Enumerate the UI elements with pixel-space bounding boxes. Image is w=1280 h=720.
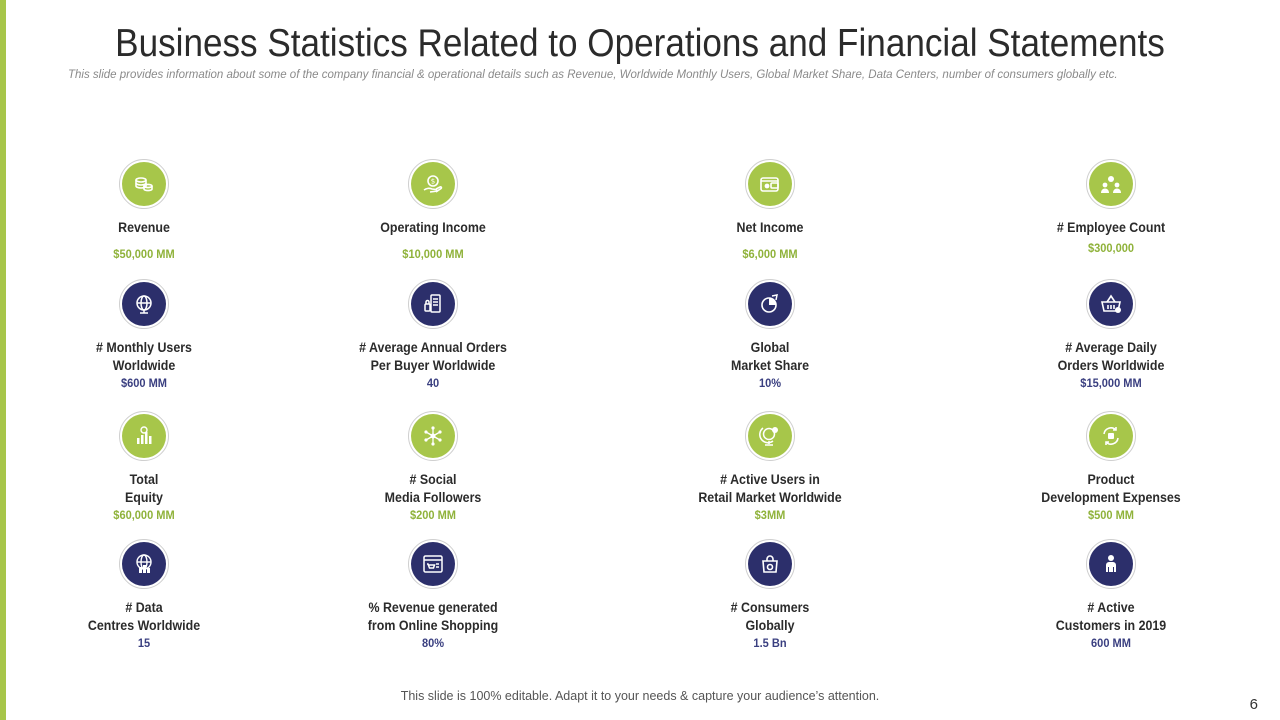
stat-label: # Consumers Globally [730, 600, 810, 633]
icon-badge [1086, 279, 1136, 329]
stat-label: # Data Centres Worldwide [87, 600, 201, 633]
stat-value: $6,000 MM [742, 247, 798, 261]
stat-value: $10,000 MM [402, 247, 464, 261]
stat-annual-orders: # Average Annual Orders Per Buyer Worldwi… [293, 279, 573, 391]
network-icon [424, 426, 442, 446]
stat-value: 40 [426, 376, 440, 390]
stat-label: # Social Media Followers [384, 472, 482, 505]
globe-stand-icon [759, 427, 778, 446]
bar-chart-icon [137, 426, 152, 444]
stat-revenue: Revenue $50,000 MM [4, 159, 284, 262]
stat-value: $200 MM [409, 508, 457, 522]
stat-label: Total Equity [125, 472, 163, 505]
shopping-bag-icon [762, 555, 778, 573]
stat-value: 1.5 Bn [753, 636, 787, 650]
stat-label: Product Development Expenses [1041, 472, 1181, 505]
browser-cart-icon [423, 555, 443, 573]
stat-employee-count: # Employee Count $300,000 [971, 159, 1251, 256]
stat-label: # Active Users in Retail Market Worldwide [698, 472, 842, 505]
coins-icon [135, 177, 153, 192]
icon-badge [119, 539, 169, 589]
icon-badge [408, 539, 458, 589]
stat-value: 600 MM [1091, 636, 1131, 650]
icon-badge [1086, 159, 1136, 209]
icon-badge [408, 411, 458, 461]
stat-value: $3MM [754, 508, 786, 522]
stat-daily-orders: # Average Daily Orders Worldwide $15,000 … [971, 279, 1251, 391]
stat-value: $600 MM [120, 376, 168, 390]
footer-note: This slide is 100% editable. Adapt it to… [400, 689, 880, 703]
cycle-icon [1103, 427, 1119, 445]
page-subtitle: This slide provides information about so… [68, 69, 1118, 81]
stat-net-income: Net Income $6,000 MM [630, 159, 910, 262]
stat-global-market-share: Global Market Share 10% [630, 279, 910, 391]
icon-badge [119, 411, 169, 461]
icon-badge [745, 411, 795, 461]
stat-consumers-globally: # Consumers Globally 1.5 Bn [630, 539, 910, 651]
pie-chart-icon [761, 294, 778, 313]
stat-label: Net Income [736, 220, 804, 235]
stat-operating-income: $ Operating Income $10,000 MM [293, 159, 573, 262]
stat-value: $500 MM [1087, 508, 1135, 522]
icon-badge: $ [408, 159, 458, 209]
user-icon [1106, 555, 1116, 572]
stat-value: 15 [137, 636, 151, 650]
stat-total-equity: Total Equity $60,000 MM [4, 411, 284, 523]
basket-icon [1101, 294, 1121, 313]
stat-value: $60,000 MM [113, 508, 175, 522]
stat-active-customers: # Active Customers in 2019 600 MM [971, 539, 1251, 651]
stat-label: Revenue [118, 220, 170, 235]
stat-label: # Average Daily Orders Worldwide [1057, 340, 1165, 373]
icon-badge [745, 159, 795, 209]
stat-social-followers: # Social Media Followers $200 MM [293, 411, 573, 523]
stat-label: # Monthly Users Worldwide [96, 340, 192, 373]
stat-value: $50,000 MM [113, 247, 175, 261]
page-number: 6 [1249, 696, 1258, 713]
wallet-icon [760, 177, 779, 192]
page-title: Business Statistics Related to Operation… [115, 22, 1165, 65]
team-icon [1101, 176, 1121, 193]
stat-online-shopping-revenue: % Revenue generated from Online Shopping … [293, 539, 573, 651]
hand-dollar-icon: $ [423, 175, 443, 193]
stat-value: 80% [421, 636, 445, 650]
stat-data-centres: # Data Centres Worldwide 15 [4, 539, 284, 651]
stat-label: # Active Customers in 2019 [1055, 600, 1167, 633]
icon-badge [745, 279, 795, 329]
icon-badge [119, 159, 169, 209]
stat-active-users-retail: # Active Users in Retail Market Worldwide… [630, 411, 910, 523]
icon-badge [408, 279, 458, 329]
stat-monthly-users: # Monthly Users Worldwide $600 MM [4, 279, 284, 391]
icon-badge [1086, 411, 1136, 461]
globe-icon [136, 295, 152, 314]
stat-value: $300,000 [1087, 241, 1135, 255]
accent-bar [0, 0, 6, 720]
receipt-icon [424, 294, 441, 313]
stat-label: # Average Annual Orders Per Buyer Worldwi… [359, 340, 507, 373]
icon-badge [1086, 539, 1136, 589]
icon-badge [119, 279, 169, 329]
stat-value: 10% [758, 376, 782, 390]
svg-text:$: $ [431, 178, 435, 186]
stat-label: # Employee Count [1056, 220, 1166, 235]
icon-badge [745, 539, 795, 589]
stat-label: Global Market Share [730, 340, 809, 373]
stat-product-development: Product Development Expenses $500 MM [971, 411, 1251, 523]
stat-label: % Revenue generated from Online Shopping [367, 600, 499, 633]
stat-value: $15,000 MM [1080, 376, 1142, 390]
globe-buildings-icon [136, 554, 152, 573]
stat-label: Operating Income [380, 220, 486, 235]
